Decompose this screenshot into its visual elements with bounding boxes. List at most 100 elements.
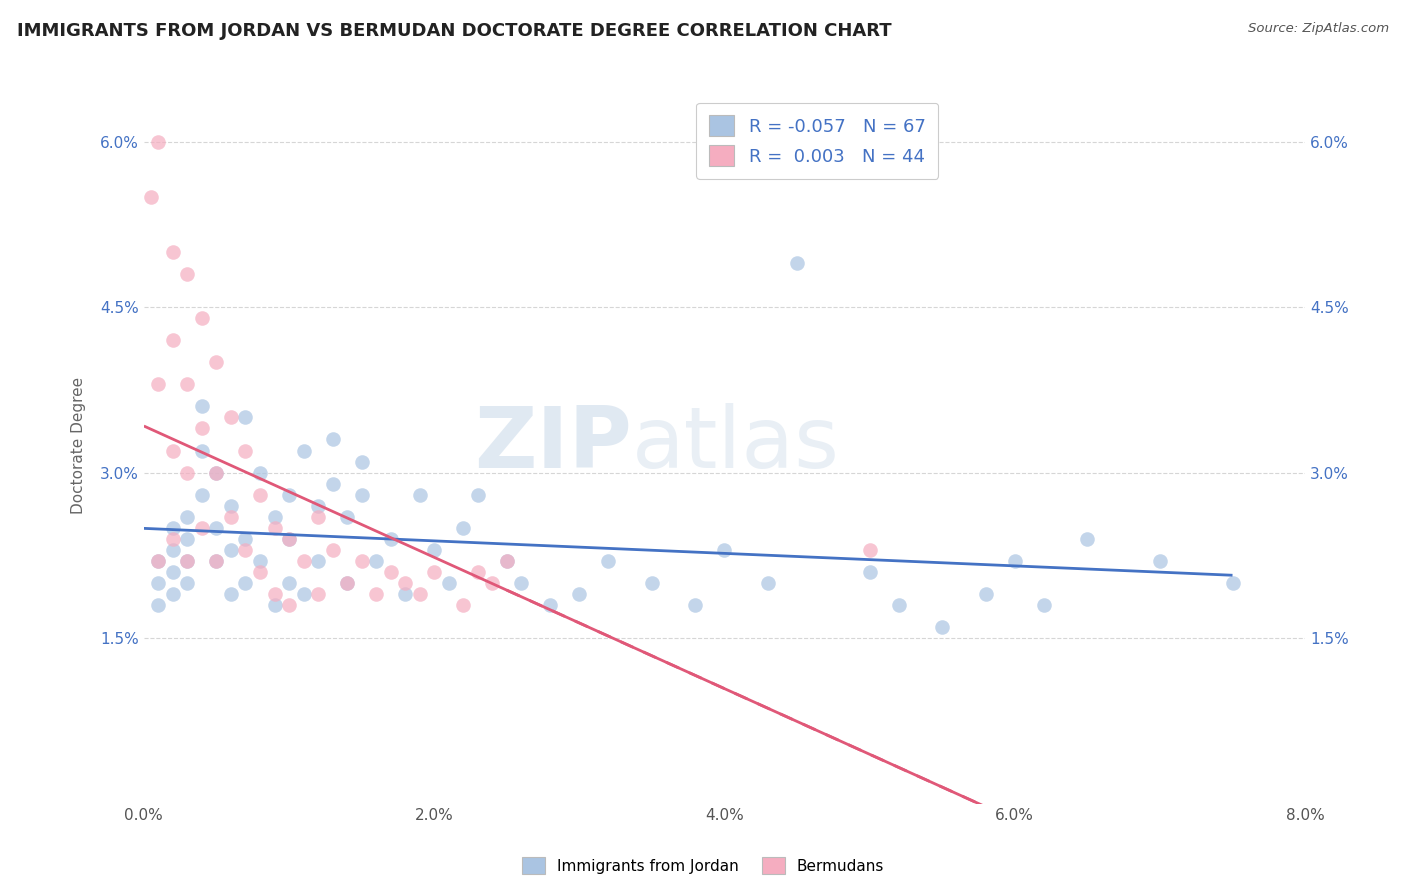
Point [139, 190, 162, 204]
Point [481, 576, 503, 591]
Point [366, 554, 388, 568]
Point [162, 532, 184, 546]
Point [887, 598, 910, 612]
Point [148, 576, 170, 591]
Legend: Immigrants from Jordan, Bermudans: Immigrants from Jordan, Bermudans [516, 851, 890, 880]
Point [307, 587, 329, 601]
Point [263, 521, 285, 535]
Point [235, 410, 257, 425]
Point [278, 576, 301, 591]
Point [307, 509, 329, 524]
Point [176, 377, 198, 392]
Point [205, 521, 228, 535]
Point [205, 466, 228, 480]
Point [974, 587, 997, 601]
Point [162, 542, 184, 557]
Point [176, 267, 198, 281]
Point [278, 532, 301, 546]
Point [148, 554, 170, 568]
Point [292, 443, 315, 458]
Point [148, 554, 170, 568]
Text: atlas: atlas [631, 403, 839, 486]
Point [568, 587, 591, 601]
Point [931, 620, 953, 634]
Point [467, 565, 489, 579]
Point [205, 355, 228, 369]
Point [510, 576, 533, 591]
Legend: R = -0.057   N = 67, R =  0.003   N = 44: R = -0.057 N = 67, R = 0.003 N = 44 [696, 103, 938, 178]
Point [278, 532, 301, 546]
Point [219, 410, 242, 425]
Point [437, 576, 460, 591]
Point [408, 587, 430, 601]
Point [685, 598, 707, 612]
Point [249, 565, 271, 579]
Point [322, 433, 344, 447]
Point [292, 587, 315, 601]
Point [191, 521, 214, 535]
Point [859, 542, 882, 557]
Point [191, 421, 214, 435]
Point [336, 509, 359, 524]
Point [176, 509, 198, 524]
Point [191, 311, 214, 326]
Point [380, 532, 402, 546]
Point [148, 135, 170, 149]
Point [249, 488, 271, 502]
Point [859, 565, 882, 579]
Point [263, 587, 285, 601]
Point [1032, 598, 1054, 612]
Point [350, 488, 373, 502]
Text: IMMIGRANTS FROM JORDAN VS BERMUDAN DOCTORATE DEGREE CORRELATION CHART: IMMIGRANTS FROM JORDAN VS BERMUDAN DOCTO… [17, 22, 891, 40]
Point [394, 576, 416, 591]
Point [176, 554, 198, 568]
Point [495, 554, 517, 568]
Point [423, 565, 446, 579]
Point [1149, 554, 1171, 568]
Point [205, 466, 228, 480]
Point [176, 554, 198, 568]
Point [307, 499, 329, 513]
Point [322, 476, 344, 491]
Point [1004, 554, 1026, 568]
Point [219, 509, 242, 524]
Point [162, 565, 184, 579]
Y-axis label: Doctorate Degree: Doctorate Degree [72, 376, 86, 514]
Point [366, 587, 388, 601]
Text: ZIP: ZIP [474, 403, 631, 486]
Point [162, 333, 184, 347]
Point [467, 488, 489, 502]
Point [408, 488, 430, 502]
Point [307, 554, 329, 568]
Point [423, 542, 446, 557]
Text: Source: ZipAtlas.com: Source: ZipAtlas.com [1249, 22, 1389, 36]
Point [292, 554, 315, 568]
Point [176, 576, 198, 591]
Point [162, 443, 184, 458]
Point [786, 256, 808, 270]
Point [249, 466, 271, 480]
Point [350, 454, 373, 468]
Point [538, 598, 561, 612]
Point [191, 400, 214, 414]
Point [278, 598, 301, 612]
Point [235, 576, 257, 591]
Point [148, 377, 170, 392]
Point [219, 587, 242, 601]
Point [235, 532, 257, 546]
Point [336, 576, 359, 591]
Point [162, 244, 184, 259]
Point [598, 554, 620, 568]
Point [148, 598, 170, 612]
Point [451, 598, 474, 612]
Point [350, 554, 373, 568]
Point [219, 499, 242, 513]
Point [219, 542, 242, 557]
Point [495, 554, 517, 568]
Point [278, 488, 301, 502]
Point [263, 509, 285, 524]
Point [451, 521, 474, 535]
Point [176, 466, 198, 480]
Point [756, 576, 779, 591]
Point [336, 576, 359, 591]
